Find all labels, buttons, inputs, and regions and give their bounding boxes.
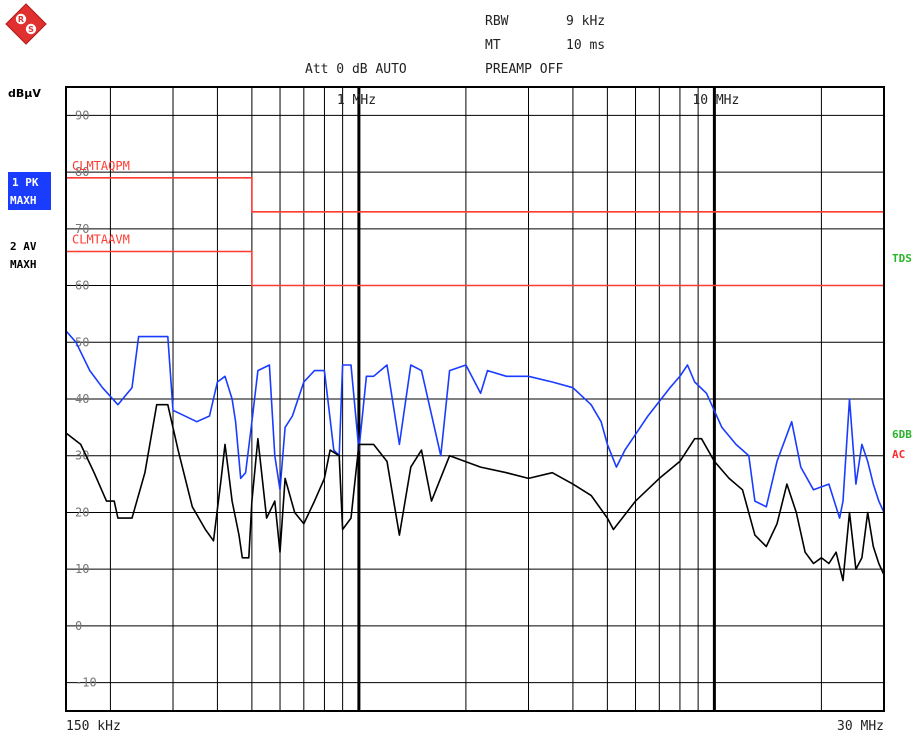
sixdb-status: 6DB [892,428,912,441]
mt-value: 10 ms [566,38,605,53]
limit-line-label: CLMTAAVM [72,233,130,247]
y-tick-label: 70 [75,222,89,236]
trace2-line2: MAXH [10,258,37,271]
x-stop-label: 30 MHz [837,719,884,734]
plot-border [65,86,885,712]
trace-2-average [65,403,885,582]
y-tick-label: 90 [75,108,89,122]
trace1-line1: 1 PK [12,176,39,189]
svg-text:S: S [28,25,34,34]
trace1-badge [8,172,51,210]
trace2-line1: 2 AV [10,240,37,253]
rbw-label: RBW [485,14,509,29]
y-unit-label: dBµV [8,87,41,100]
limit-line-label: CLMTAQPM [72,159,130,173]
x-start-label: 150 kHz [66,719,121,734]
attenuation-text: Att 0 dB AUTO [305,62,407,77]
tds-status: TDS [892,252,912,265]
limit-line [66,250,884,287]
y-tick-label: 10 [75,562,89,576]
y-tick-label: 60 [75,279,89,293]
trace-layer [65,330,885,582]
mt-label: MT [485,38,501,53]
limit-line [66,177,884,213]
rohde-schwarz-logo-icon: R S [5,3,47,45]
preamp-text: PREAMP OFF [485,62,563,77]
limit-lines: CLMTAQPM CLMTAAVM [66,159,884,287]
y-tick-label: -10 [75,676,97,690]
svg-text:R: R [18,15,24,24]
chart-frame [65,86,885,712]
y-tick-label: 30 [75,449,89,463]
ac-status: AC [892,448,905,461]
chart-tick-labels: 90 80 70 60 50 40 30 20 10 0 -10 1 MHz 10 MHz [75,93,739,690]
x-decade-label: 10 MHz [692,93,739,108]
y-tick-label: 40 [75,392,89,406]
trace-1-peak [65,330,885,519]
y-tick-label: 50 [75,335,89,349]
x-decade-label: 1 MHz [337,93,376,108]
y-tick-label: 0 [75,619,82,633]
y-tick-label: 80 [75,165,89,179]
rbw-value: 9 kHz [566,14,605,29]
trace1-line2: MAXH [10,194,37,207]
y-tick-label: 20 [75,505,89,519]
